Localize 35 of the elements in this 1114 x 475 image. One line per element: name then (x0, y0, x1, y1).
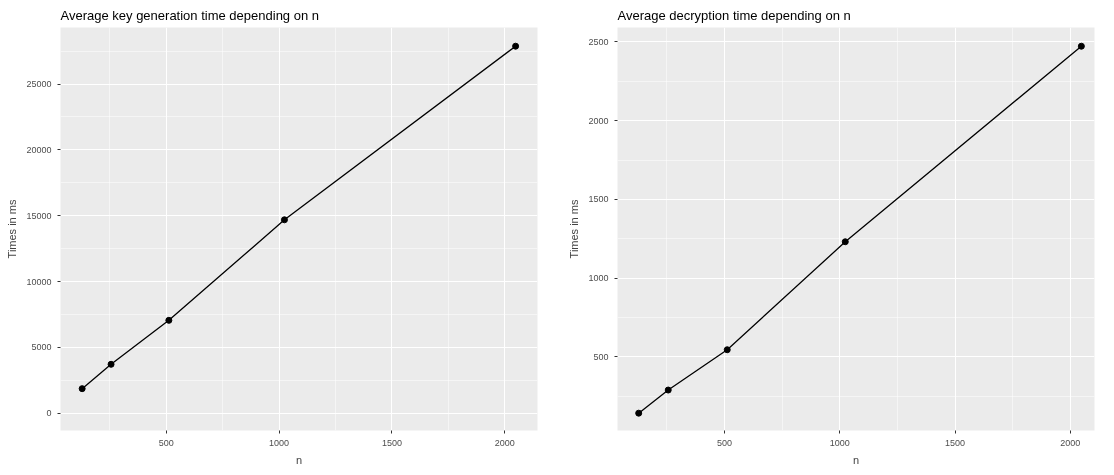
x-tick-label: 1500 (381, 437, 402, 448)
x-axis-title: n (295, 453, 303, 466)
point (165, 316, 173, 324)
x-tick-label: 500 (158, 437, 174, 448)
y-tick-label: 0 (46, 408, 52, 419)
point (280, 216, 288, 224)
chart-title: Average key generation time depending on n (60, 7, 320, 23)
point (664, 386, 672, 394)
x-tick-label: 2000 (1060, 437, 1081, 448)
y-tick-label: 1500 (588, 194, 609, 205)
y-tick-label: 500 (593, 351, 609, 362)
chart-title: Average decryption time depending on n (617, 7, 851, 23)
point (1077, 42, 1085, 50)
x-tick-label: 2000 (494, 437, 515, 448)
x-tick-label: 500 (716, 437, 732, 448)
point (78, 385, 86, 393)
y-tick-label: 15000 (26, 210, 52, 221)
point (635, 409, 643, 417)
point (107, 360, 115, 368)
y-axis-title: Times in ms (568, 199, 581, 259)
y-tick-label: 20000 (26, 144, 52, 155)
y-tick-label: 2500 (588, 36, 609, 47)
y-axis-title: Times in ms (6, 199, 19, 259)
y-tick-label: 10000 (26, 276, 52, 287)
y-tick-label: 1000 (588, 273, 609, 284)
y-tick-label: 25000 (26, 79, 52, 90)
point (512, 42, 520, 50)
x-tick-label: 1500 (945, 437, 966, 448)
x-axis-title: n (852, 453, 860, 466)
point (723, 346, 731, 354)
y-tick-label: 5000 (31, 342, 52, 353)
x-tick-label: 1000 (269, 437, 290, 448)
point (841, 238, 849, 246)
x-tick-label: 1000 (829, 437, 850, 448)
y-tick-label: 2000 (588, 115, 609, 126)
